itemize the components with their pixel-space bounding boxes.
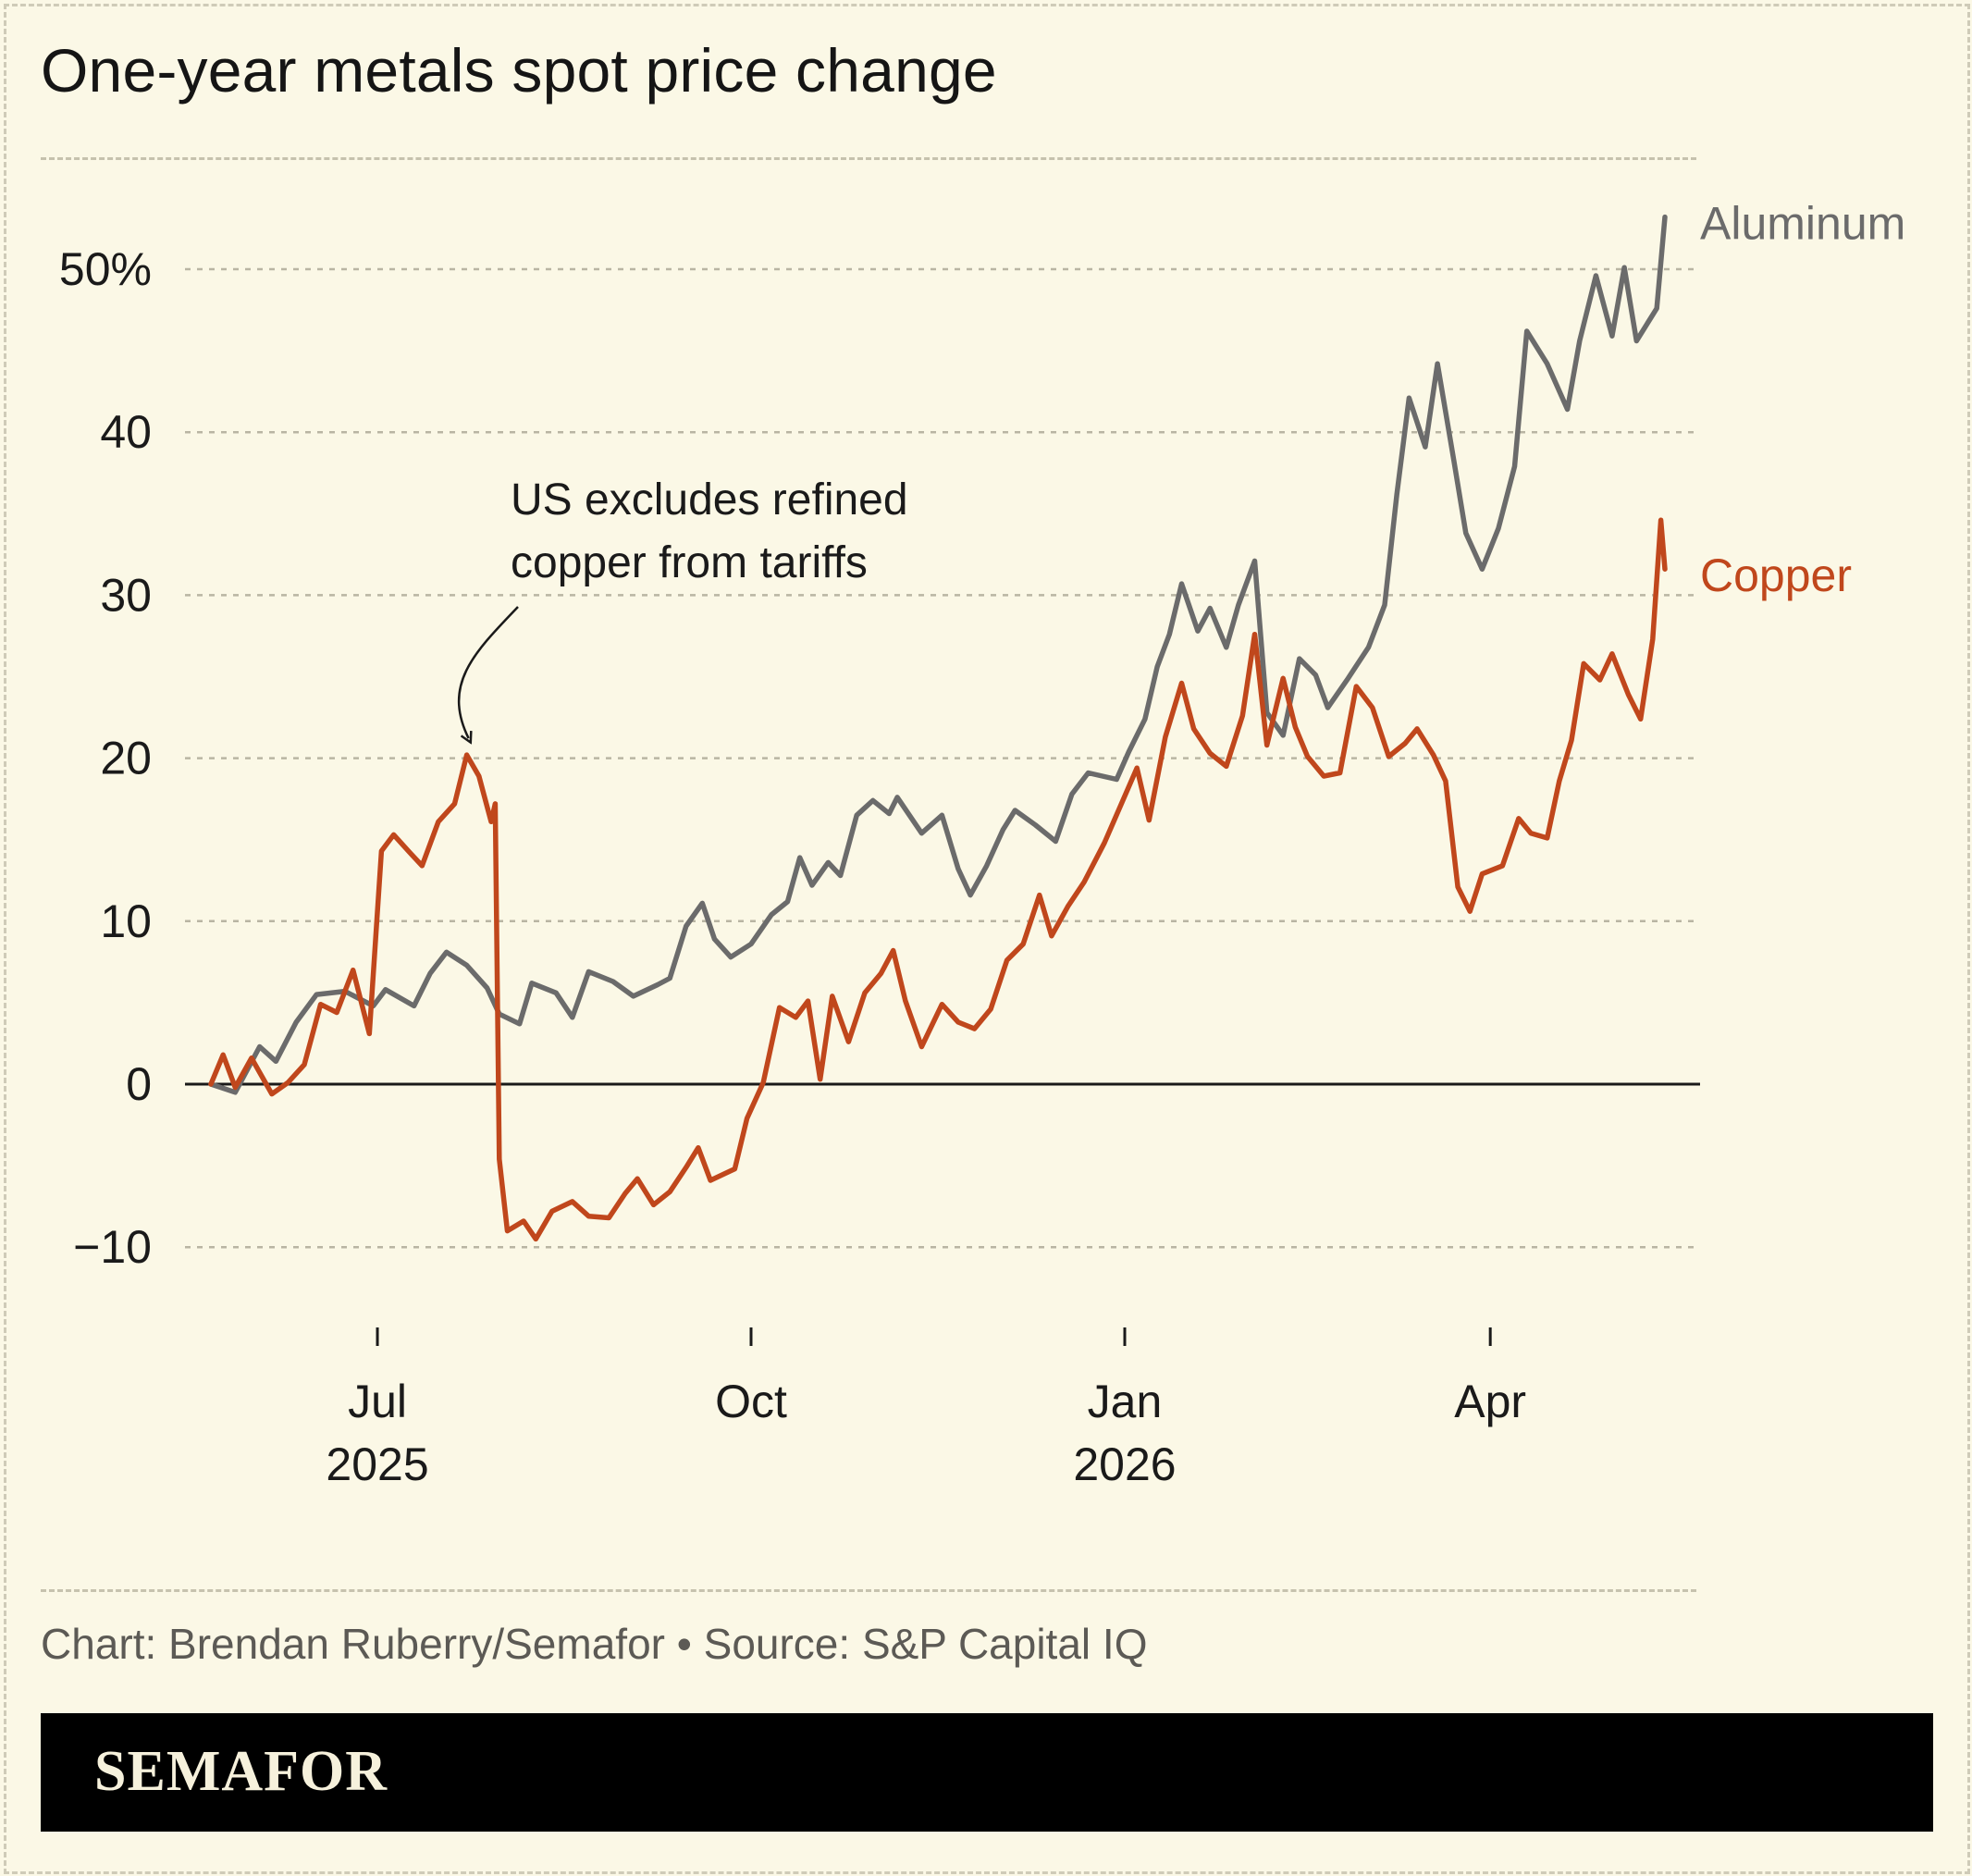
x-axis-ticks: Jul 2025 Oct Jan 2026 Apr	[326, 1327, 1526, 1490]
y-tick-label: 40	[100, 406, 152, 458]
x-tick-label: Jan	[1088, 1376, 1163, 1427]
series-lines	[208, 214, 1668, 1242]
x-tick-label: 2025	[326, 1438, 428, 1490]
y-tick-label: 20	[100, 733, 152, 784]
copper-series-label: Copper	[1700, 549, 1852, 601]
x-tick-label: 2026	[1073, 1438, 1176, 1490]
series-labels: Aluminum Copper	[1700, 198, 1905, 602]
y-tick-label: 10	[100, 895, 152, 947]
x-tick-label: Jul	[348, 1376, 407, 1427]
y-tick-label: 30	[100, 569, 152, 621]
annotation: US excludes refined copper from tariffs	[458, 475, 908, 738]
aluminum-series-label: Aluminum	[1700, 198, 1905, 250]
x-tick-label: Oct	[715, 1376, 787, 1427]
line-chart: 50% 40 30 20 10 0 −10 Jul 2025 Oct Jan 2026 Apr Alu…	[59, 198, 1905, 1490]
bottom-divider	[41, 1589, 1696, 1592]
y-tick-label: 50%	[59, 243, 152, 295]
chart-frame	[4, 4, 1970, 1874]
top-divider	[41, 157, 1696, 160]
y-axis-tick-labels: 50% 40 30 20 10 0 −10	[59, 243, 152, 1273]
gridlines	[185, 267, 1700, 1249]
copper-line	[208, 517, 1668, 1242]
y-tick-label: −10	[73, 1221, 152, 1273]
footer-bar: SEMAFOR	[41, 1713, 1933, 1832]
annotation-text: US excludes refined	[511, 475, 908, 525]
aluminum-line	[208, 214, 1668, 1095]
annotation-arrow	[458, 606, 519, 738]
brand-logo: SEMAFOR	[94, 1740, 388, 1803]
x-tick-label: Apr	[1454, 1376, 1526, 1427]
annotation-text: copper from tariffs	[511, 538, 868, 587]
chart-title: One-year metals spot price change	[41, 36, 997, 105]
y-tick-label: 0	[126, 1058, 152, 1110]
chart-credit: Chart: Brendan Ruberry/Semafor • Source:…	[41, 1620, 1148, 1668]
